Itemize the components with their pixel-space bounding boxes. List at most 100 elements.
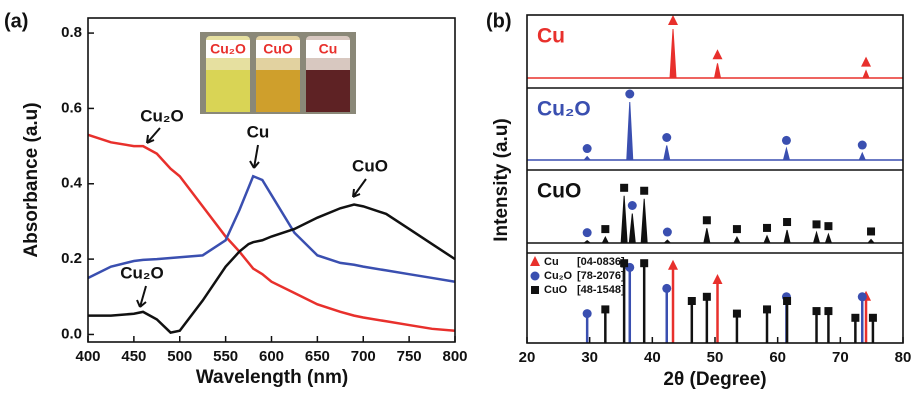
peak-marker [530,256,540,266]
peak [862,69,870,79]
y-tick-label: 0.6 [61,99,82,116]
peak-marker [867,227,876,236]
peak-marker [620,259,629,268]
peak [858,151,867,161]
pattern-label: Cu [537,25,565,48]
legend-card: [48-1548] [577,284,625,296]
x-tick-label: 20 [519,349,536,366]
peak [582,240,592,244]
peak-marker [662,227,672,237]
x-tick-label: 800 [442,348,467,365]
peak [783,229,791,244]
peak [669,28,677,79]
peak [866,238,876,244]
peak-marker [824,307,833,316]
y-tick-label: 0.8 [61,24,82,41]
inset-label: Cu₂O [210,41,246,57]
peak [663,145,671,161]
peak-marker [625,89,635,99]
peak-marker [763,305,772,314]
annotation: Cu₂O [140,106,183,125]
peak-marker [640,186,649,195]
pattern-label: Cu₂O [537,98,591,121]
x-tick-label: 550 [213,348,238,365]
legend-card: [78-2076] [577,270,625,282]
peak-marker [868,313,877,322]
peak-marker [732,309,741,318]
panel-label: (a) [4,10,28,32]
x-tick-label: 450 [121,348,146,365]
peak-marker [763,223,772,232]
peak [601,235,610,244]
peak-marker [702,292,711,301]
x-tick-label: 50 [707,349,724,366]
inset-label: Cu [319,41,338,57]
x-tick-label: 60 [769,349,786,366]
peak-marker [582,228,592,238]
peak-marker [627,201,637,210]
peak-marker [530,271,540,281]
peak-marker [861,56,872,67]
peak-marker [857,292,867,302]
peak-marker [582,144,592,154]
peak-marker [620,183,629,192]
peak [812,230,821,244]
peak-marker [812,220,821,229]
annotation-arrows [136,127,367,308]
y-tick-label: 0.0 [61,325,82,342]
peak-marker [601,225,610,234]
annotation: CuO [352,156,388,175]
peak-marker [732,225,741,234]
peak-marker [668,259,679,270]
peak [733,235,741,244]
peak-marker [702,216,711,225]
peak [703,228,711,244]
legend-name: Cu [544,256,559,268]
peak [620,195,628,244]
y-tick-label: 0.4 [61,175,83,192]
x-tick-label: 30 [581,349,598,366]
y-axis-label: Intensity (a.u) [491,118,512,242]
x-tick-label: 700 [351,348,376,365]
x-tick-label: 40 [644,349,661,366]
peak-marker [712,49,723,60]
peak-marker [857,140,867,150]
peak-marker [668,15,679,25]
peak-marker [783,218,792,227]
peak [713,63,722,79]
x-tick-label: 400 [75,348,100,365]
peak-marker [812,307,821,316]
peak-marker [783,297,792,305]
y-tick-label: 0.2 [61,250,82,267]
peak-marker [662,133,672,142]
panel-label: (b) [486,10,512,32]
inset-photo [200,32,356,114]
peak [782,146,791,161]
annotation: Cu [247,122,270,141]
peak-marker [640,259,649,268]
annotation: Cu₂O [120,263,163,282]
legend-name: CuO [544,284,568,296]
x-tick-label: 70 [832,349,849,366]
peak [626,101,634,161]
peak-marker [824,222,833,231]
legend-card: [04-0836] [577,256,625,268]
x-tick-label: 600 [259,348,284,365]
x-axis-label: 2θ (Degree) [663,369,766,390]
peak [663,239,672,244]
pattern-label: CuO [537,180,581,203]
peak [583,155,592,161]
y-axis-label: Absorbance (a.u) [21,102,42,257]
inset-label: CuO [263,41,293,57]
peak [824,232,833,244]
peak-marker [601,305,610,314]
peak-marker [687,297,696,305]
peak [628,213,636,244]
peak-marker [712,274,723,284]
peak-marker [781,135,791,145]
x-tick-label: 500 [167,348,192,365]
peak-marker [851,313,860,322]
peak-marker [531,286,539,294]
legend-name: Cu₂O [544,270,573,282]
